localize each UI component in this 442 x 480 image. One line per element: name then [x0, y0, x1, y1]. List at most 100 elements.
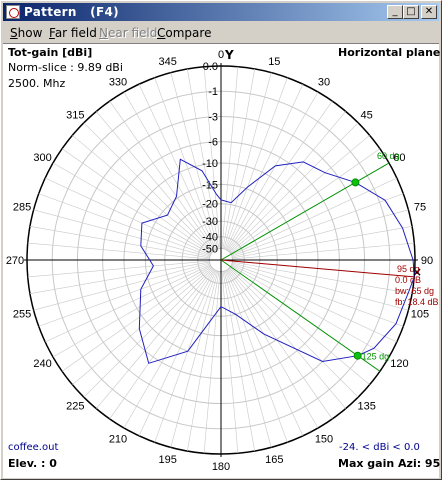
grid-radial — [96, 111, 214, 252]
angle-tick-label: 90 — [421, 255, 433, 267]
title-bar[interactable]: Pattern (F4) _ □ ✕ — [3, 3, 439, 21]
grid-radial — [33, 209, 210, 258]
angle-tick-label: 300 — [33, 152, 51, 164]
beamwidth-lower-marker — [351, 178, 360, 187]
menu-near-field[interactable]: Near field — [99, 26, 158, 40]
db-tick-label: 0.0 — [203, 61, 218, 73]
angle-tick-label: 0 — [218, 49, 224, 61]
grid-radial — [154, 270, 218, 443]
file-name-label: coffee.out — [8, 442, 59, 453]
db-tick-label: -50 — [202, 243, 218, 255]
grid-radial — [225, 84, 304, 250]
angle-tick-label: 210 — [109, 433, 127, 445]
grid-radial — [33, 262, 210, 311]
polar-plot-area[interactable]: 0 15 30 45 60 75 90 105 120 135 150 165 180 195 210 225… — [3, 43, 441, 478]
menu-compare[interactable]: Compare — [157, 26, 212, 40]
angle-tick-label: 45 — [361, 109, 373, 121]
grid-radial — [45, 177, 211, 256]
grid-radial — [223, 271, 272, 448]
angle-tick-label: 285 — [13, 202, 31, 214]
minimize-button[interactable]: _ — [387, 5, 403, 19]
grid-radial — [123, 269, 216, 429]
window-title: Pattern (F4) — [24, 5, 119, 19]
grid-radial — [187, 271, 220, 452]
grid-radial — [109, 100, 215, 251]
angle-tick-label: 150 — [315, 433, 333, 445]
close-button[interactable]: ✕ — [421, 5, 437, 19]
plane-label: Horizontal plane — [338, 46, 441, 59]
grid-radial — [187, 68, 220, 249]
maximize-button[interactable]: □ — [403, 5, 419, 19]
grid-radial — [230, 148, 381, 254]
menu-show[interactable]: Show — [10, 26, 43, 40]
grid-radial — [232, 262, 409, 311]
app-icon[interactable] — [6, 5, 20, 19]
main-lobe-angle-label: 95 dg — [397, 264, 420, 274]
grid-radial — [123, 91, 216, 251]
grid-radial — [38, 263, 211, 327]
dbi-range-label: -24. < dBi < 0.0 — [339, 442, 420, 453]
grid-radial — [61, 266, 212, 372]
grid-radial — [38, 193, 211, 257]
grid-radial — [229, 267, 370, 385]
grid-radial — [231, 264, 397, 343]
grid-radial — [226, 91, 319, 251]
db-tick-label: -10 — [202, 158, 218, 170]
grid-radial — [227, 100, 333, 251]
grid-radial — [228, 268, 346, 409]
grid-radial — [229, 135, 370, 253]
gain-type-label: Tot-gain [dBi] — [8, 46, 93, 59]
angle-tick-label: 315 — [66, 109, 84, 121]
angle-tick-label: 60 — [393, 152, 405, 164]
grid-radial — [232, 226, 413, 259]
grid-radial — [230, 265, 390, 358]
max-gain-azimuth-label: Max gain Azi: 95 — [338, 457, 441, 470]
grid-radial — [138, 84, 217, 250]
radiation-pattern-curve — [138, 158, 415, 364]
angle-tick-label: 105 — [411, 308, 429, 320]
db-tick-label: -1 — [208, 86, 218, 98]
db-tick-label: -3 — [208, 111, 218, 123]
grid-radial — [221, 66, 239, 249]
polar-plot: 0 15 30 45 60 75 90 105 120 135 150 165 180 195 210 225… — [6, 49, 439, 473]
angle-tick-label: 135 — [357, 401, 375, 413]
angle-tick-label: 240 — [33, 358, 51, 370]
db-tick-label: -40 — [202, 232, 218, 244]
grid-radial — [96, 268, 214, 409]
main-lobe-gain-label: 0.0 dB — [395, 275, 421, 285]
angle-tick-label: 330 — [109, 77, 127, 89]
grid-radial — [224, 77, 288, 250]
menu-far-field[interactable]: Far field — [49, 26, 97, 40]
grid-radial — [27, 260, 210, 278]
grid-radial — [203, 271, 221, 454]
grid-radial — [170, 72, 219, 249]
grid-radial — [232, 242, 415, 260]
angle-tick-label: 195 — [159, 454, 177, 466]
beamwidth-upper-marker — [353, 351, 362, 360]
grid-radial — [203, 66, 221, 249]
grid-radial — [170, 271, 219, 448]
grid-radial — [226, 269, 319, 429]
grid-radial — [222, 68, 255, 249]
angle-tick-label: 165 — [265, 454, 283, 466]
axis-y-label: Y — [225, 48, 234, 62]
grid-radial — [229, 268, 359, 398]
grid-radial — [223, 72, 272, 249]
grid-radial — [225, 270, 304, 436]
db-tick-label: -30 — [202, 216, 218, 228]
angle-tick-label: 270 — [6, 255, 24, 267]
grid-radial — [222, 271, 255, 452]
grid-radial — [231, 263, 404, 327]
grid-radial — [231, 193, 404, 257]
beamwidth-upper-line — [220, 259, 381, 372]
beamwidth-label: bw: 65 dg — [395, 286, 434, 296]
angle-tick-label: 345 — [159, 56, 177, 68]
db-tick-label: -15 — [202, 179, 218, 191]
norm-slice-label: Norm-slice : 9.89 dBi — [8, 61, 123, 74]
grid-radial — [221, 271, 239, 454]
elevation-label: Elev. : 0 — [8, 457, 57, 470]
grid-radial — [72, 135, 213, 253]
grid-radial — [27, 242, 210, 260]
grid-radial — [83, 122, 213, 252]
